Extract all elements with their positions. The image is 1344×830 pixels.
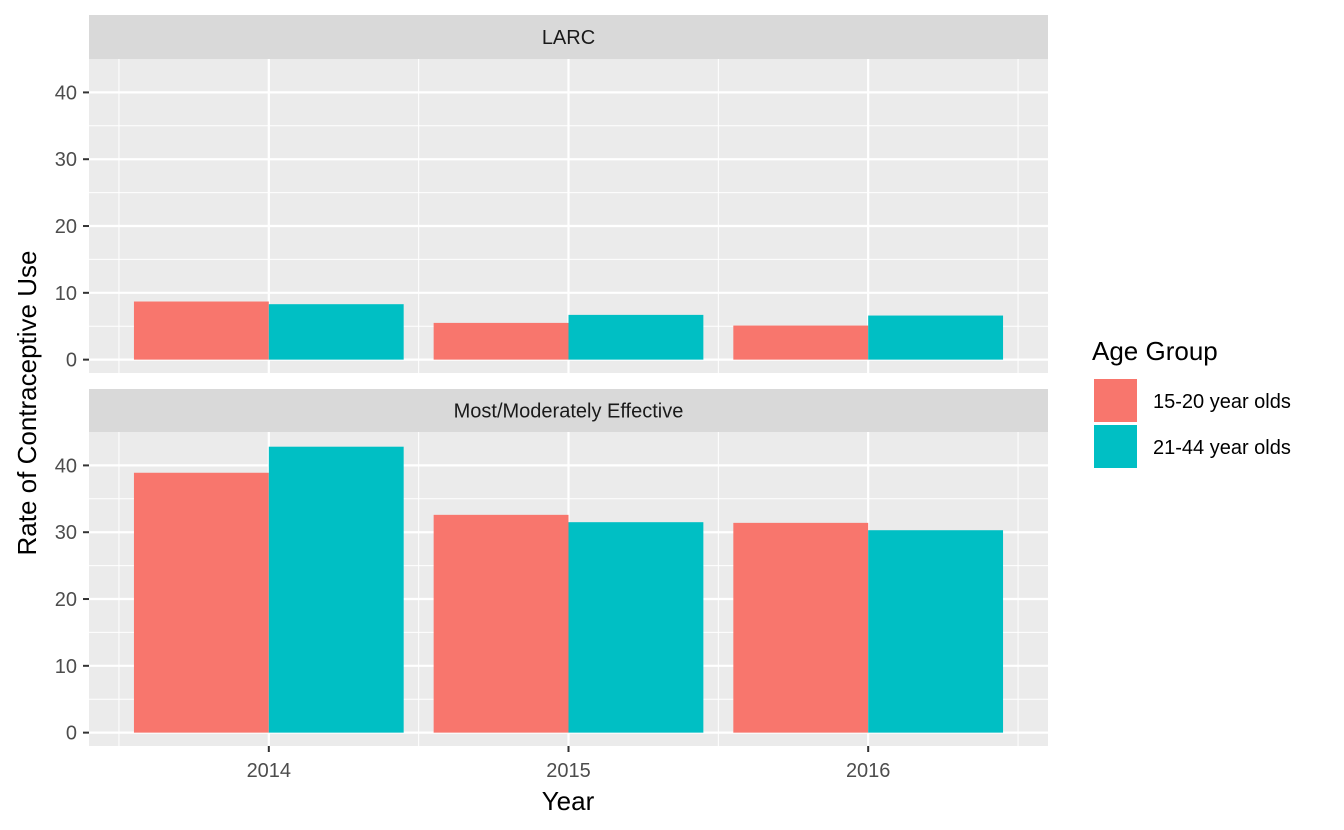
y-tick-label: 30: [55, 149, 77, 171]
bar: [733, 325, 869, 360]
y-tick-label: 10: [55, 656, 77, 678]
y-tick-label: 0: [66, 723, 77, 745]
bar: [268, 446, 404, 733]
bar: [133, 301, 269, 360]
y-tick-label: 30: [55, 522, 77, 544]
x-tick-label: 2015: [546, 760, 591, 782]
legend-items: 15-20 year olds 21-44 year olds: [1094, 379, 1291, 468]
legend-label: 21-44 year olds: [1153, 437, 1291, 459]
y-tick-label: 40: [55, 455, 77, 477]
y-tick-label: 40: [55, 82, 77, 104]
bar: [268, 304, 404, 360]
x-axis-title: Year: [542, 786, 595, 816]
legend: Age Group 15-20 year olds 21-44 year olds: [1092, 336, 1291, 468]
facet-strip: [89, 389, 1048, 432]
x-tick-label: 2014: [247, 760, 292, 782]
y-axis-title: Rate of Contraceptive Use: [12, 251, 42, 556]
facet-strip: [89, 15, 1048, 59]
legend-key-swatch: [1094, 425, 1137, 468]
facet-panel: LARC 0 10 20 30 40: [55, 15, 1048, 373]
bar: [133, 472, 269, 733]
y-tick-label: 20: [55, 589, 77, 611]
bar: [733, 522, 869, 733]
legend-label: 15-20 year olds: [1153, 391, 1291, 413]
legend-title: Age Group: [1092, 336, 1218, 366]
bar: [433, 514, 569, 733]
bar: [868, 530, 1004, 733]
legend-key-swatch: [1094, 379, 1137, 422]
facet-panel: Most/Moderately Effective 0 10 20 30 40: [55, 389, 1048, 746]
y-tick-label: 0: [66, 350, 77, 372]
x-axis: 2014 2015 2016: [247, 746, 891, 782]
bar: [568, 522, 704, 733]
bar: [433, 322, 569, 360]
x-tick-label: 2016: [846, 760, 891, 782]
bar: [868, 315, 1004, 360]
facet-strip-label: LARC: [542, 27, 595, 49]
y-tick-label: 10: [55, 283, 77, 305]
bar: [568, 314, 704, 360]
facet-strip-label: Most/Moderately Effective: [454, 401, 684, 423]
y-tick-label: 20: [55, 216, 77, 238]
facet-panels: LARC 0 10 20 30 40 Most/Moderately Effective 0 1…: [55, 15, 1048, 746]
